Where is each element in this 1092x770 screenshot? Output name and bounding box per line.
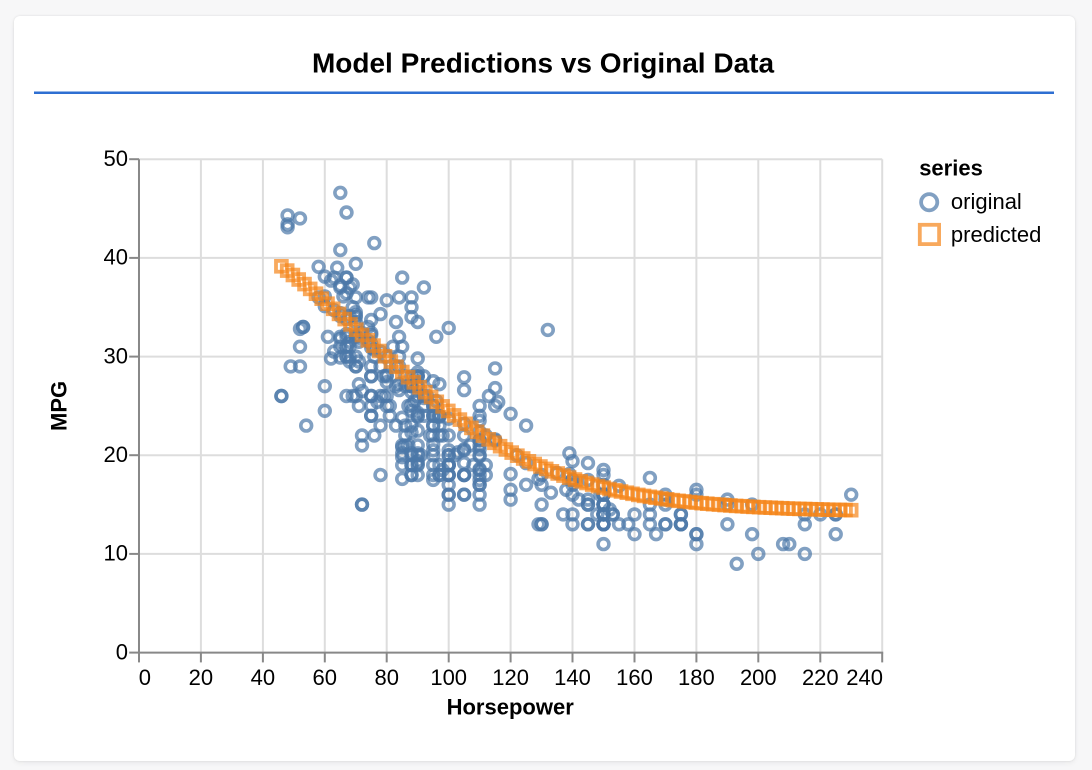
svg-text:0: 0 [139, 665, 151, 690]
svg-text:Horsepower: Horsepower [447, 694, 575, 719]
svg-text:180: 180 [678, 665, 715, 690]
svg-text:60: 60 [313, 665, 337, 690]
svg-text:160: 160 [616, 665, 653, 690]
svg-text:original: original [951, 189, 1022, 214]
svg-text:40: 40 [104, 245, 128, 270]
svg-text:200: 200 [740, 665, 777, 690]
svg-text:series: series [919, 156, 983, 181]
svg-text:Model Predictions vs Original: Model Predictions vs Original Data [312, 48, 775, 79]
svg-text:MPG: MPG [47, 381, 72, 431]
svg-text:220: 220 [802, 665, 839, 690]
svg-text:20: 20 [189, 665, 213, 690]
svg-text:40: 40 [251, 665, 275, 690]
svg-text:140: 140 [554, 665, 591, 690]
svg-text:predicted: predicted [951, 222, 1042, 247]
svg-text:10: 10 [104, 541, 128, 566]
svg-text:0: 0 [116, 639, 128, 664]
svg-text:120: 120 [492, 665, 529, 690]
svg-text:80: 80 [374, 665, 398, 690]
svg-text:50: 50 [104, 146, 128, 171]
svg-text:30: 30 [104, 343, 128, 368]
svg-text:20: 20 [104, 442, 128, 467]
svg-text:100: 100 [430, 665, 467, 690]
svg-text:240: 240 [846, 665, 883, 690]
